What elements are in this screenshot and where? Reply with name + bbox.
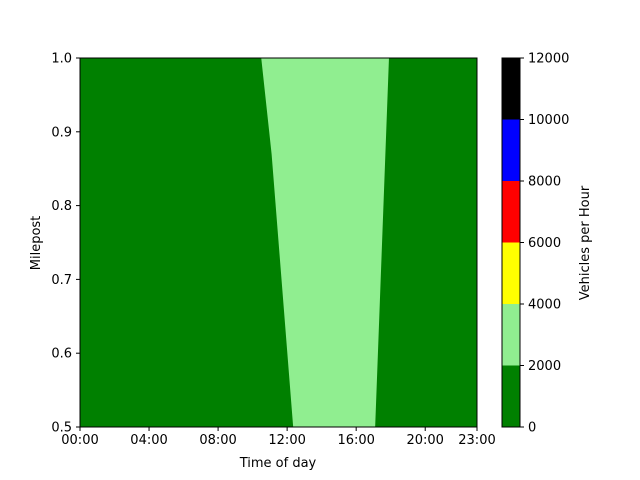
- colorbar-tick-label: 10000: [528, 113, 569, 128]
- colorbar-band-4: [502, 119, 520, 181]
- x-axis: 00:00 04:00 08:00 12:00 16:00 20:00 23:00: [61, 427, 496, 448]
- colorbar-tick-label: 2000: [528, 359, 561, 374]
- contour-regions: [261, 58, 389, 427]
- colorbar-band-5: [502, 58, 520, 120]
- plot-area: [79, 57, 478, 428]
- y-tick-label: 0.5: [51, 421, 72, 436]
- contour-region-0: [261, 58, 389, 427]
- colorbar-band-3: [502, 181, 520, 243]
- colorbar-band-0: [502, 365, 520, 427]
- x-tick-label: 12:00: [268, 433, 305, 448]
- x-axis-label: Time of day: [239, 456, 317, 471]
- colorbar-band-1: [502, 304, 520, 366]
- colorbar-tick-label: 6000: [528, 236, 561, 251]
- x-tick-label: 16:00: [337, 433, 374, 448]
- colorbar-band-2: [502, 242, 520, 304]
- colorbar-bands: [502, 58, 520, 427]
- plot-frame: [79, 57, 478, 428]
- x-tick-label: 04:00: [130, 433, 167, 448]
- colorbar-label: Vehicles per Hour: [578, 185, 593, 300]
- colorbar-tick-label: 12000: [528, 52, 569, 67]
- y-axis: 0.5 0.6 0.7 0.8 0.9 1.0: [51, 52, 80, 436]
- y-tick-label: 0.9: [51, 125, 72, 140]
- x-tick-label: 08:00: [199, 433, 236, 448]
- colorbar-tick-label: 4000: [528, 298, 561, 313]
- colorbar: 0 2000 4000 6000 8000 10000 12000: [501, 52, 569, 436]
- y-tick-label: 0.6: [51, 347, 72, 362]
- colorbar-tick-label: 8000: [528, 175, 561, 190]
- x-tick-label: 00:00: [61, 433, 98, 448]
- y-tick-label: 1.0: [51, 52, 72, 67]
- x-tick-label: 23:00: [458, 433, 495, 448]
- y-axis-label: Milepost: [29, 216, 44, 271]
- colorbar-ticks: 0 2000 4000 6000 8000 10000 12000: [520, 52, 569, 436]
- y-tick-label: 0.7: [51, 273, 72, 288]
- y-tick-label: 0.8: [51, 199, 72, 214]
- x-tick-label: 20:00: [406, 433, 443, 448]
- colorbar-tick-label: 0: [528, 421, 536, 436]
